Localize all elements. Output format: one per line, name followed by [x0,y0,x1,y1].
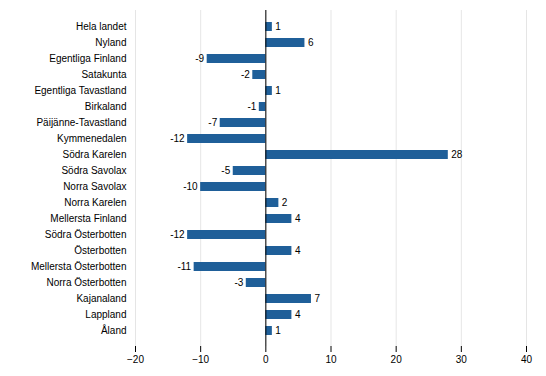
svg-text:-10: -10 [183,181,198,192]
svg-text:Norra Savolax: Norra Savolax [63,181,126,192]
svg-text:-12: -12 [170,229,185,240]
svg-text:-5: -5 [221,165,230,176]
svg-text:Österbotten: Österbotten [74,245,126,256]
svg-text:1: 1 [275,85,281,96]
svg-text:-12: -12 [170,133,185,144]
svg-text:Södra Österbotten: Södra Österbotten [45,229,127,240]
svg-text:1: 1 [275,21,281,32]
svg-text:-11: -11 [177,261,191,272]
svg-text:Norra Österbotten: Norra Österbotten [46,277,126,288]
svg-text:Norra Karelen: Norra Karelen [64,197,126,208]
svg-text:-1: -1 [247,101,256,112]
svg-text:Egentliga Tavastland: Egentliga Tavastland [34,85,126,96]
svg-text:Södra Savolax: Södra Savolax [61,165,126,176]
svg-text:-7: -7 [208,117,217,128]
svg-text:-3: -3 [234,277,243,288]
svg-text:−20: −20 [127,354,144,365]
svg-text:−10: −10 [192,354,209,365]
svg-text:Satakunta: Satakunta [81,69,126,80]
svg-text:4: 4 [295,213,301,224]
svg-text:28: 28 [451,149,463,160]
svg-text:Mellersta Finland: Mellersta Finland [50,213,126,224]
svg-text:Mellersta Österbotten: Mellersta Österbotten [31,261,127,272]
svg-text:Södra Karelen: Södra Karelen [63,149,127,160]
svg-text:Lappland: Lappland [85,309,126,320]
svg-text:20: 20 [391,354,403,365]
svg-text:Kajanaland: Kajanaland [76,293,126,304]
svg-text:-2: -2 [241,69,250,80]
svg-text:-9: -9 [195,53,204,64]
svg-text:Birkaland: Birkaland [85,101,127,112]
svg-text:10: 10 [325,354,337,365]
svg-text:2: 2 [282,197,288,208]
svg-text:Åland: Åland [101,324,127,336]
svg-text:30: 30 [456,354,468,365]
svg-text:1: 1 [275,325,281,336]
svg-text:Egentliga Finland: Egentliga Finland [49,53,126,64]
svg-text:Nyland: Nyland [95,37,126,48]
svg-text:40: 40 [521,354,533,365]
svg-text:4: 4 [295,245,301,256]
svg-text:4: 4 [295,309,301,320]
svg-text:0: 0 [263,354,269,365]
svg-text:Hela landet: Hela landet [76,21,127,32]
svg-text:Päijänne-Tavastland: Päijänne-Tavastland [36,117,126,128]
svg-text:6: 6 [308,37,314,48]
svg-text:Kymmenedalen: Kymmenedalen [57,133,126,144]
svg-text:7: 7 [314,293,320,304]
